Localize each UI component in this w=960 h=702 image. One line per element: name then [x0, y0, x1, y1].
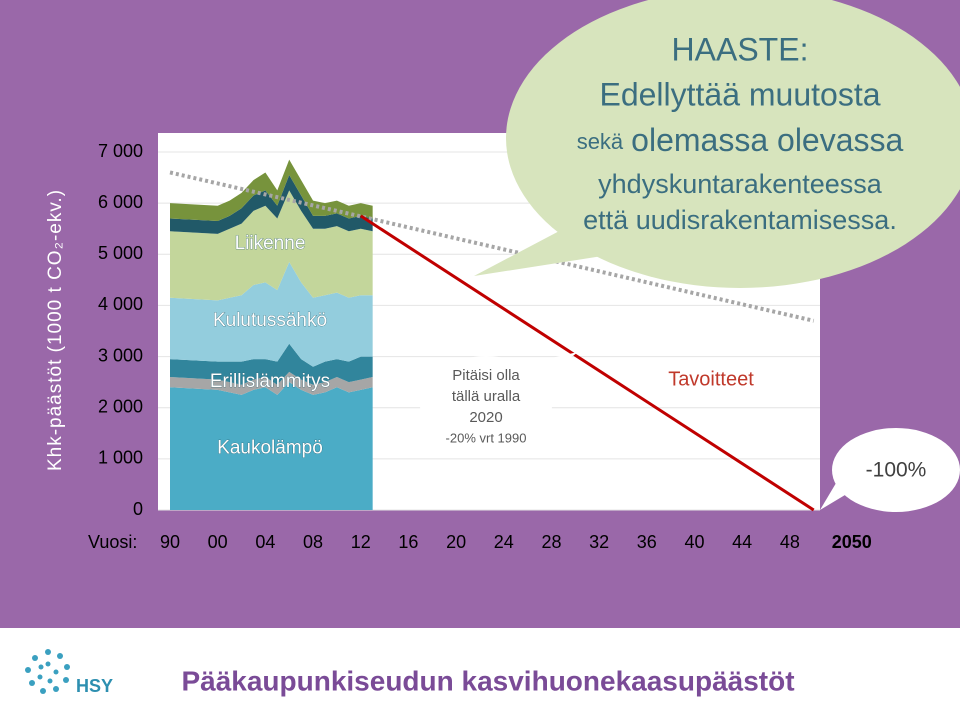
x-axis-title: Vuosi:: [88, 532, 137, 552]
x-tick-label: 32: [589, 532, 609, 552]
x-tick-label: 48: [780, 532, 800, 552]
labels: Kaukolämpö Erillislämmitys Kulutussähkö Lii…: [210, 233, 331, 459]
bubble-body: [832, 428, 960, 512]
y-tick-label: 2 000: [98, 396, 143, 416]
trend-line: [169, 170, 815, 323]
footer-background: [0, 628, 960, 702]
x-tick-label: 08: [303, 532, 323, 552]
area-series: [170, 159, 373, 222]
x-tick-label: 04: [255, 532, 275, 552]
challenge-bubble: HAASTE: Edellyttää muutosta sekä olemassa…: [474, 0, 960, 288]
final-bubble: -100%: [820, 428, 960, 512]
logo-mark: [25, 649, 70, 694]
y-tick-label: 5 000: [98, 243, 143, 263]
challenge-line: HAASTE:: [672, 31, 809, 67]
challenge-line: että uudisrakentamisessa.: [583, 205, 897, 235]
logo: HSY: [25, 649, 113, 696]
path-note-text: Pitäisi olla tällä uralla 2020 -20% vrt …: [446, 367, 527, 445]
area-series: [170, 190, 373, 301]
area-series: [170, 371, 373, 395]
y-tick-label: 1 000: [98, 448, 143, 468]
x-tick-label: 36: [637, 532, 657, 552]
x-tick-label: 20: [446, 532, 466, 552]
x-tick-label: 16: [398, 532, 418, 552]
x-tick-label: 40: [684, 532, 704, 552]
x-tick-label: 24: [494, 532, 514, 552]
targets-label: Tavoitteet: [668, 368, 754, 390]
bubble-body: [506, 0, 960, 288]
series-label: Kulutussähkö: [213, 310, 327, 331]
note-line: tällä uralla: [452, 388, 521, 405]
series-label: Liikenne: [235, 233, 306, 254]
area-series: [170, 261, 373, 367]
y-tick-label: 0: [133, 499, 143, 519]
bubble-body: [420, 356, 552, 456]
y-tick-label: 4 000: [98, 294, 143, 314]
note-line: Pitäisi olla: [452, 367, 520, 384]
y-tick-label: 7 000: [98, 141, 143, 161]
footer-title: Pääkaupunkiseudun kasvihuonekaasupäästöt: [181, 665, 794, 696]
note-line: -20% vrt 1990: [446, 430, 527, 445]
area-series: [170, 343, 373, 385]
challenge-text: HAASTE: Edellyttää muutosta sekä olemassa…: [577, 31, 904, 235]
x-tick-label: 00: [208, 532, 228, 552]
y-tick-label: 3 000: [98, 345, 143, 365]
final-label: -100%: [866, 459, 927, 482]
note-line: 2020: [469, 409, 502, 426]
y-axis-title: Khk-päästöt (1000 t CO₂-ekv.): [45, 189, 66, 471]
x-tick-label: 28: [541, 532, 561, 552]
logo-text: HSY: [76, 676, 113, 696]
lines: [169, 170, 815, 512]
x-tick-label: 44: [732, 532, 752, 552]
area-series: [170, 382, 373, 510]
series-label: Kaukolämpö: [217, 438, 323, 459]
series-label: Erillislämmitys: [210, 371, 330, 392]
target-line: [359, 214, 815, 512]
challenge-word: sekä: [577, 129, 624, 154]
challenge-line: yhdyskuntarakenteessa: [598, 169, 883, 199]
y-tick-label: 6 000: [98, 192, 143, 212]
areas: [170, 159, 373, 510]
challenge-line: Edellyttää muutosta: [599, 76, 880, 112]
path-note-bubble: Pitäisi olla tällä uralla 2020 -20% vrt …: [420, 352, 578, 456]
area-series: [170, 175, 373, 234]
x-tick-label: 12: [351, 532, 371, 552]
challenge-line: sekä olemassa olevassa: [577, 122, 904, 158]
x-tick-label: 90: [160, 532, 180, 552]
x-tick-label: 2050: [832, 532, 872, 552]
challenge-word: olemassa olevassa: [631, 122, 903, 158]
